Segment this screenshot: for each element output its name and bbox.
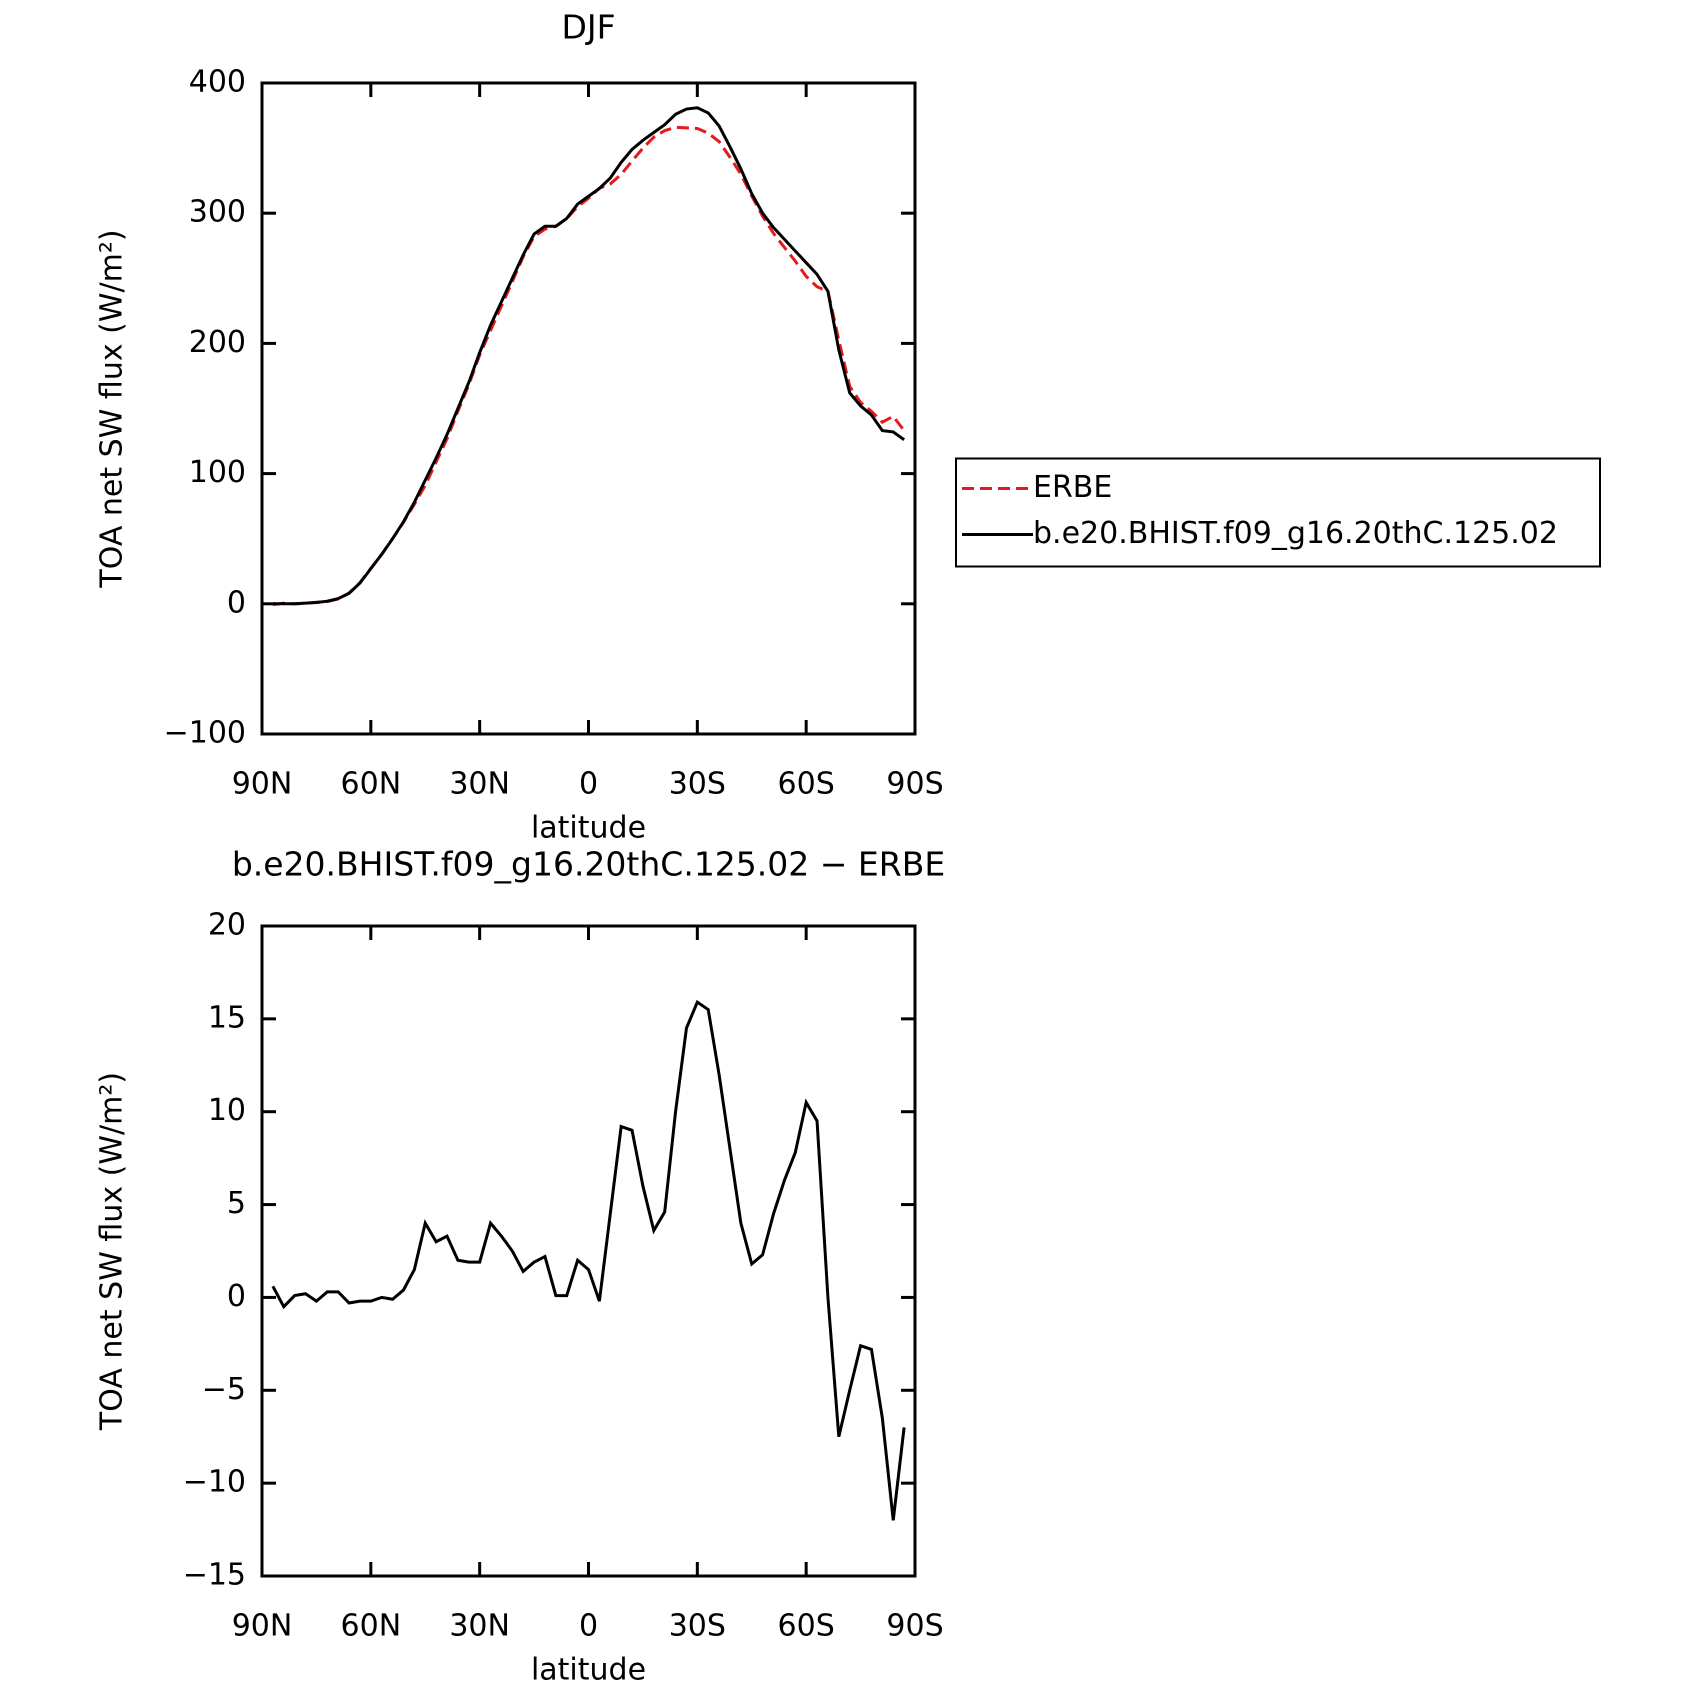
y-tick-label: 300 <box>189 195 246 230</box>
x-tick-label: 90N <box>232 767 293 802</box>
x-tick-label: 90S <box>886 1609 943 1644</box>
x-tick-label: 30N <box>449 767 510 802</box>
y-tick-label: 0 <box>227 1279 246 1314</box>
y-axis-label: TOA net SW flux (W/m²) <box>95 229 130 588</box>
legend-label: ERBE <box>1033 470 1112 505</box>
y-tick-label: −100 <box>164 716 246 751</box>
x-axis-label: latitude <box>531 1653 646 1685</box>
y-tick-label: 0 <box>227 585 246 620</box>
data-line <box>271 999 906 1521</box>
y-axis-label: TOA net SW flux (W/m²) <box>95 1072 130 1431</box>
x-tick-label: 60N <box>341 767 402 802</box>
y-tick-label: −5 <box>202 1372 246 1407</box>
data-line <box>272 125 906 607</box>
y-tick-label: 400 <box>189 65 246 100</box>
y-tick-label: 100 <box>189 455 246 490</box>
chart-title: DJF <box>561 8 615 47</box>
y-tick-label: 10 <box>208 1093 246 1128</box>
x-tick-label: 30N <box>449 1609 510 1644</box>
x-tick-label: 90S <box>886 767 943 802</box>
y-tick-label: 20 <box>208 908 246 943</box>
x-tick-label: 30S <box>669 767 726 802</box>
x-tick-label: 60S <box>778 1609 835 1644</box>
y-tick-label: −10 <box>183 1465 246 1500</box>
x-tick-label: 60N <box>341 1609 402 1644</box>
x-axis-label: latitude <box>531 811 646 846</box>
plot-frame <box>260 81 917 736</box>
y-tick-label: 5 <box>227 1186 246 1221</box>
legend: ERBE b.e20.BHIST.f09_g16.20thC.125.02 <box>955 457 1601 568</box>
legend-label: b.e20.BHIST.f09_g16.20thC.125.02 <box>1033 516 1558 551</box>
x-tick-label: 90N <box>232 1609 293 1644</box>
plot-frame <box>260 924 917 1578</box>
chart-title: b.e20.BHIST.f09_g16.20thC.125.02 − ERBE <box>232 845 945 884</box>
data-line <box>272 106 905 606</box>
x-tick-label: 0 <box>579 1609 598 1644</box>
y-tick-label: −15 <box>183 1558 246 1593</box>
x-tick-label: 60S <box>778 767 835 802</box>
y-tick-label: 15 <box>208 1000 246 1035</box>
y-tick-label: 200 <box>189 325 246 360</box>
x-tick-label: 0 <box>579 767 598 802</box>
x-tick-label: 30S <box>669 1609 726 1644</box>
legend-frame <box>955 457 1601 568</box>
